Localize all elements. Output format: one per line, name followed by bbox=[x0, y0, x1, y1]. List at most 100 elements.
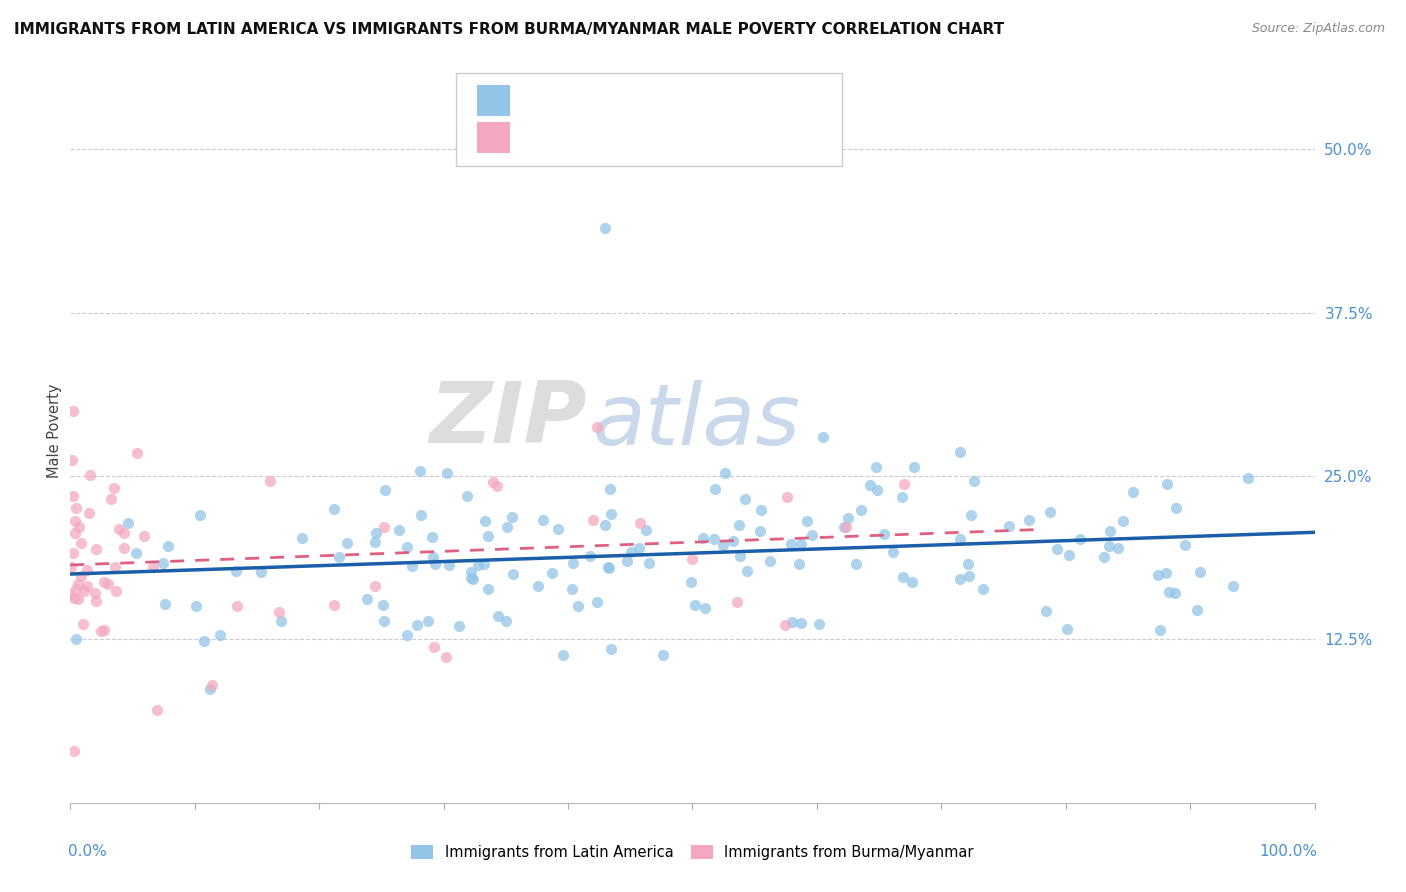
Point bbox=[683, 599, 706, 613]
Point bbox=[439, 558, 461, 572]
Point bbox=[1166, 501, 1188, 516]
Point bbox=[142, 559, 165, 574]
Point bbox=[866, 483, 889, 497]
Point bbox=[949, 572, 972, 586]
Point bbox=[62, 591, 84, 605]
Point bbox=[1018, 513, 1040, 527]
Point bbox=[949, 532, 972, 546]
Point bbox=[711, 538, 734, 552]
Point bbox=[72, 617, 94, 632]
Point bbox=[153, 598, 176, 612]
Point bbox=[328, 549, 350, 564]
Point bbox=[972, 582, 994, 597]
Point bbox=[593, 517, 616, 532]
Bar bbox=[477, 85, 509, 116]
Point bbox=[636, 523, 658, 537]
Point bbox=[62, 546, 84, 560]
Point bbox=[477, 528, 499, 542]
Point bbox=[703, 533, 725, 547]
Point bbox=[714, 467, 737, 481]
Point bbox=[725, 595, 748, 609]
Point bbox=[79, 467, 101, 482]
Point bbox=[551, 648, 574, 663]
Point bbox=[890, 490, 912, 504]
Point bbox=[527, 579, 550, 593]
Point bbox=[463, 573, 485, 587]
FancyBboxPatch shape bbox=[456, 73, 842, 166]
Point bbox=[364, 535, 387, 549]
Point bbox=[250, 565, 273, 579]
Point bbox=[599, 642, 621, 657]
Point bbox=[780, 615, 803, 629]
Point bbox=[960, 508, 983, 522]
Point bbox=[495, 614, 517, 628]
Point bbox=[373, 520, 395, 534]
Point bbox=[86, 541, 108, 556]
Point bbox=[112, 541, 135, 555]
Point bbox=[460, 571, 482, 585]
Point bbox=[270, 615, 292, 629]
Point bbox=[1092, 549, 1115, 564]
Point bbox=[83, 586, 105, 600]
Point bbox=[1057, 548, 1080, 562]
Point bbox=[628, 541, 651, 555]
Point bbox=[105, 584, 128, 599]
Point bbox=[893, 476, 915, 491]
Point bbox=[599, 508, 621, 522]
Text: Source: ZipAtlas.com: Source: ZipAtlas.com bbox=[1251, 22, 1385, 36]
Point bbox=[1098, 524, 1121, 538]
Point bbox=[200, 678, 222, 692]
Point bbox=[957, 557, 980, 571]
Point bbox=[97, 576, 120, 591]
Point bbox=[422, 640, 444, 655]
Point bbox=[599, 482, 621, 496]
Point bbox=[409, 508, 432, 522]
Point bbox=[395, 540, 418, 554]
Point bbox=[776, 490, 799, 504]
Point bbox=[408, 465, 430, 479]
Point bbox=[835, 520, 858, 534]
Point bbox=[73, 584, 96, 599]
Point bbox=[60, 453, 83, 467]
Point bbox=[727, 518, 749, 533]
Point bbox=[567, 599, 589, 613]
Point bbox=[1156, 477, 1178, 491]
Point bbox=[949, 444, 972, 458]
Y-axis label: Male Poverty: Male Poverty bbox=[46, 384, 62, 477]
Point bbox=[496, 520, 519, 534]
Point bbox=[1046, 542, 1069, 557]
Point bbox=[65, 526, 87, 541]
Point bbox=[418, 614, 440, 628]
Point bbox=[374, 483, 396, 497]
Point bbox=[1173, 539, 1195, 553]
Point bbox=[759, 554, 782, 568]
Point bbox=[1038, 505, 1060, 519]
Point bbox=[90, 624, 112, 639]
Point bbox=[436, 466, 458, 480]
Point bbox=[721, 533, 744, 548]
Point bbox=[796, 515, 818, 529]
Point bbox=[108, 522, 131, 536]
Point bbox=[70, 536, 93, 550]
Point bbox=[1107, 541, 1129, 556]
Point bbox=[405, 618, 427, 632]
Point bbox=[693, 600, 716, 615]
Point bbox=[63, 743, 86, 757]
Point bbox=[547, 523, 569, 537]
Point bbox=[598, 560, 620, 574]
Point bbox=[472, 557, 495, 571]
Bar bbox=[477, 122, 509, 153]
Point bbox=[65, 632, 87, 647]
Point bbox=[474, 515, 496, 529]
Point bbox=[692, 531, 714, 545]
Point bbox=[957, 568, 980, 582]
Point bbox=[188, 508, 211, 522]
Point bbox=[65, 500, 87, 515]
Point bbox=[423, 557, 446, 571]
Point bbox=[586, 595, 609, 609]
Point bbox=[1185, 603, 1208, 617]
Point bbox=[267, 605, 290, 619]
Point bbox=[1122, 484, 1144, 499]
Point bbox=[837, 511, 859, 525]
Point bbox=[561, 582, 583, 596]
